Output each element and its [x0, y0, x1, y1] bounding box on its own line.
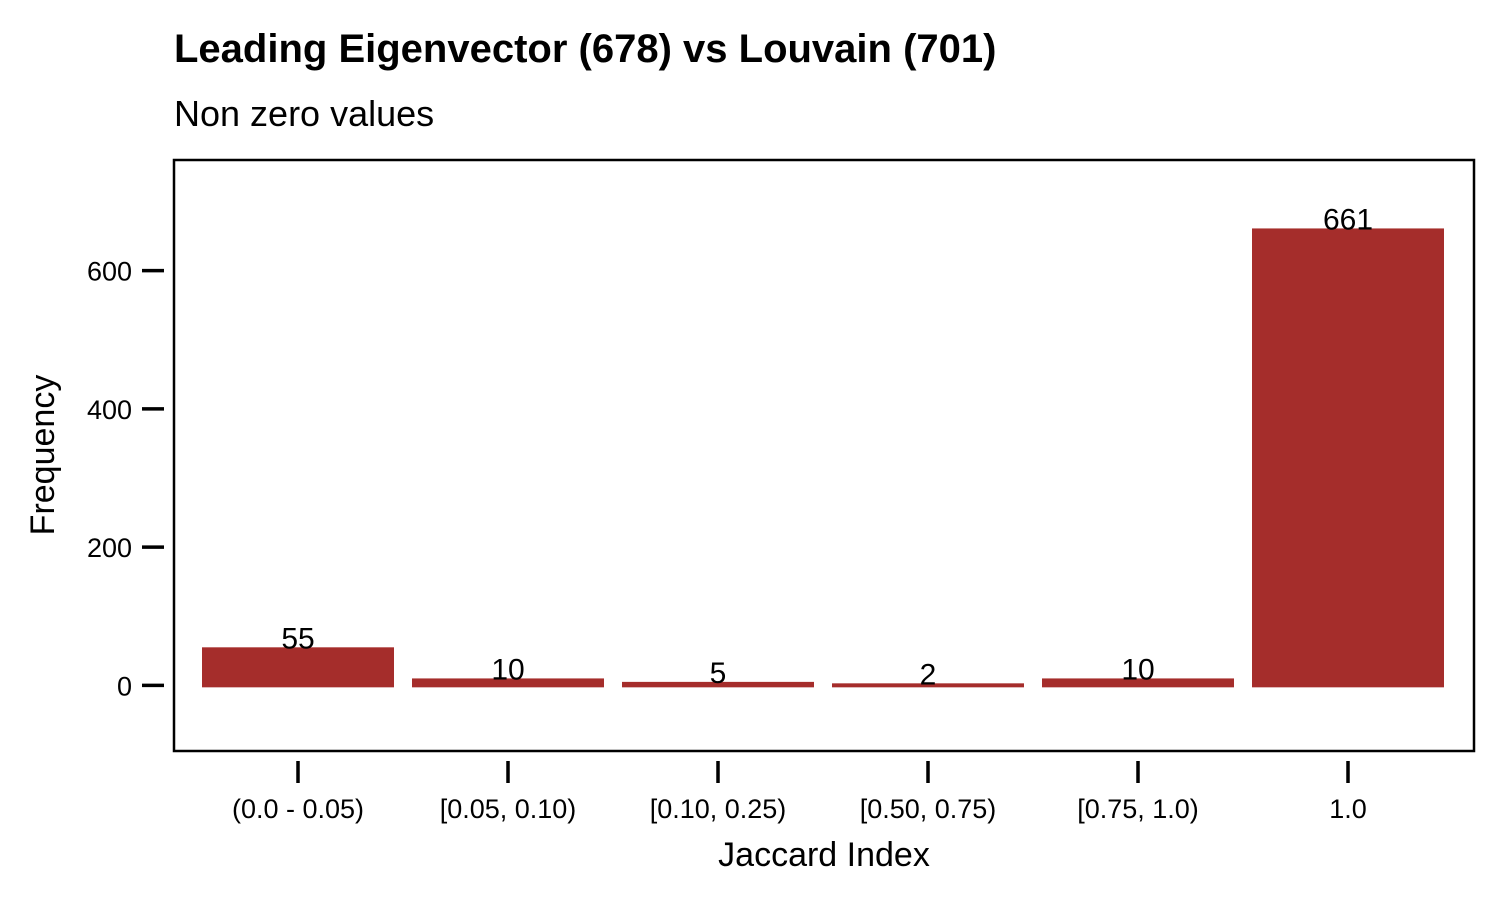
bar — [1252, 228, 1444, 688]
data-label: 2 — [920, 658, 937, 691]
y-tick-label: 600 — [87, 257, 132, 287]
bar — [1042, 678, 1234, 688]
data-label: 55 — [281, 622, 314, 655]
data-label: 5 — [710, 657, 727, 690]
data-label: 10 — [491, 653, 524, 686]
x-tick-label: [0.50, 0.75) — [860, 794, 997, 824]
data-label: 10 — [1121, 653, 1154, 686]
x-tick-label: (0.0 - 0.05) — [232, 794, 364, 824]
y-tick-label: 400 — [87, 395, 132, 425]
bar — [832, 683, 1024, 688]
y-tick-label: 200 — [87, 533, 132, 563]
x-axis: (0.0 - 0.05) [0.05, 0.10) [0.10, 0.25) [0.5… — [232, 761, 1367, 824]
x-tick-label: [0.05, 0.10) — [440, 794, 577, 824]
bar — [202, 647, 394, 688]
y-axis-title: Frequency — [24, 375, 62, 536]
x-tick-label: 1.0 — [1329, 794, 1367, 824]
y-axis: 0 200 400 600 — [87, 257, 164, 701]
bars-group — [202, 228, 1444, 688]
x-axis-title: Jaccard Index — [718, 836, 930, 874]
data-labels-group: 55 10 5 2 10 661 — [281, 203, 1373, 691]
plot-panel — [172, 158, 1476, 753]
bar — [622, 681, 814, 688]
chart-title: Leading Eigenvector (678) vs Louvain (70… — [174, 27, 996, 71]
x-tick-label: [0.10, 0.25) — [650, 794, 787, 824]
data-label: 661 — [1323, 203, 1373, 236]
chart-subtitle: Non zero values — [174, 93, 434, 134]
bar — [412, 678, 604, 688]
y-tick-label: 0 — [117, 671, 132, 701]
x-tick-label: [0.75, 1.0) — [1077, 794, 1199, 824]
